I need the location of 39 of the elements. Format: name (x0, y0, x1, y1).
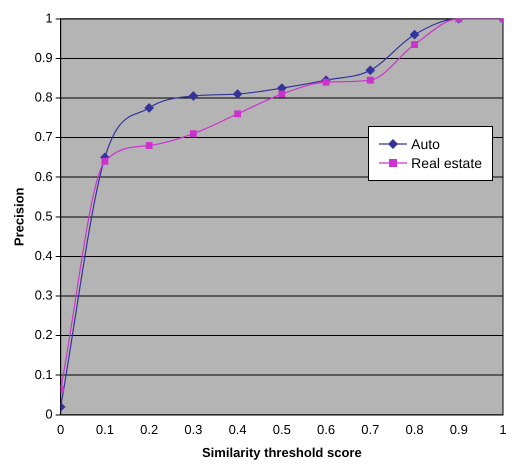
x-tick-label: 1 (499, 422, 507, 438)
x-tick-label: 0.5 (272, 422, 291, 438)
point (366, 66, 375, 75)
x-tick-label: 0.1 (96, 422, 114, 438)
y-tick-label: 0.9 (34, 50, 53, 65)
y-tick-label: 0.8 (34, 90, 53, 105)
x-tick-label: 0.8 (405, 422, 424, 438)
y-tick-label: 0.6 (34, 168, 53, 184)
x-tick-label: 0.9 (450, 422, 468, 438)
y-tick-label: 0 (45, 406, 53, 422)
point (144, 103, 154, 112)
x-tick-label: 0.7 (361, 422, 380, 438)
point (366, 76, 374, 84)
point (233, 89, 242, 99)
x-axis-title: Similarity threshold score (202, 444, 362, 460)
x-tick-label: 0.3 (184, 422, 202, 438)
point (234, 110, 242, 118)
point (190, 130, 197, 138)
x-tick-label: 0.4 (228, 422, 247, 438)
legend-label: Auto (411, 136, 440, 152)
y-tick-label: 0.3 (34, 288, 53, 303)
x-tick-label: 0.2 (140, 422, 158, 438)
y-axis-title: Precision (11, 187, 26, 246)
point (278, 90, 286, 98)
y-tick-label: 0.5 (34, 208, 53, 224)
y-tick-label: 0.2 (34, 327, 53, 342)
point (146, 142, 153, 149)
y-tick-label: 0.7 (34, 129, 53, 144)
legend-label: Real estate (411, 155, 482, 171)
y-tick-label: 0.4 (34, 248, 53, 263)
y-tick-label: 1 (45, 10, 53, 26)
point (188, 91, 198, 101)
x-tick-label: 0.6 (317, 422, 336, 438)
point (411, 41, 418, 48)
point (101, 158, 108, 165)
point (322, 78, 330, 86)
y-tick-label: 0.1 (34, 366, 53, 382)
x-tick-label: 0 (57, 422, 64, 438)
point (410, 30, 420, 40)
